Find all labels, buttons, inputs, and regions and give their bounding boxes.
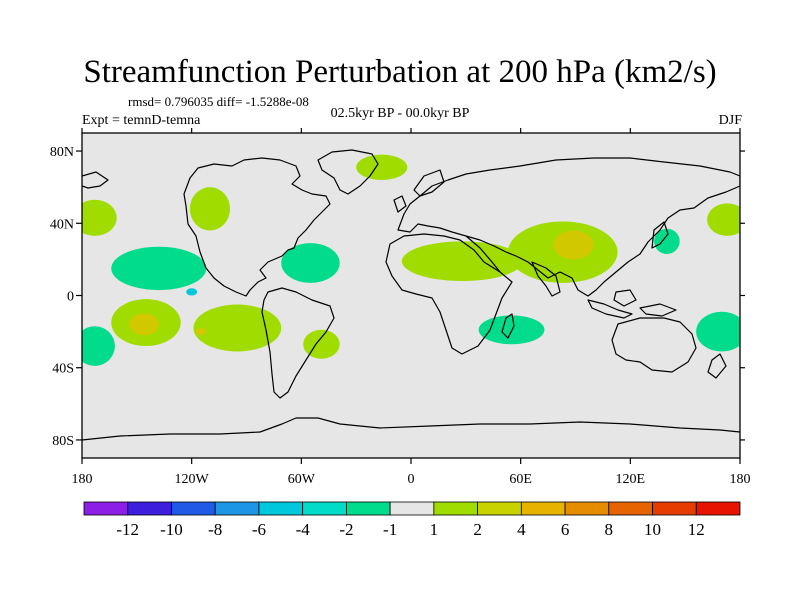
anomaly-tropical-pacific-negative xyxy=(111,246,207,291)
coast-australia xyxy=(611,317,697,373)
coast-africa xyxy=(385,233,513,355)
colorbar-label: -4 xyxy=(296,520,311,539)
coast-antarctica xyxy=(82,417,740,441)
coast-britain xyxy=(393,195,407,213)
colorbar-label: 2 xyxy=(473,520,482,539)
colorbar-swatch xyxy=(345,501,391,516)
anomaly-caribbean-negative xyxy=(281,243,340,283)
colorbar: -12 -10 -8 -6 -4 -2 -1 1 2 4 6 8 10 12 xyxy=(83,501,741,539)
colorbar-label: -10 xyxy=(160,520,183,539)
lat-tick-label: 80S xyxy=(52,434,74,449)
lon-tick-label: 120E xyxy=(616,472,646,487)
season-label: DJF xyxy=(718,113,742,128)
period-label: 02.5kyr BP - 00.0kyr BP xyxy=(330,106,470,121)
coastlines xyxy=(82,149,740,441)
plot-title: Streamfunction Perturbation at 200 hPa (… xyxy=(83,54,717,90)
colorbar-swatch xyxy=(214,501,260,516)
colorbar-swatch xyxy=(302,501,347,516)
anomaly-nw-pacific-negative xyxy=(654,228,680,254)
coast-borneo xyxy=(613,289,637,307)
colorbar-label: 10 xyxy=(644,520,661,539)
lon-tick-label: 180 xyxy=(72,472,93,487)
colorbar-label: 8 xyxy=(605,520,614,539)
coast-madagascar xyxy=(501,313,515,339)
coast-india xyxy=(531,261,561,297)
lat-tick-label: 40S xyxy=(52,362,74,377)
colorbar-label: 12 xyxy=(688,520,705,539)
anomaly-pacific-minimum-core xyxy=(186,288,198,296)
colorbar-swatch xyxy=(83,501,129,516)
coast-eurasia xyxy=(397,157,740,297)
colorbar-swatch xyxy=(520,501,566,516)
colorbar-label: 6 xyxy=(561,520,570,539)
axis-ticks: 180 120W 60W 0 60E 120E 180 80N 40N 0 40S 80S xyxy=(50,128,751,487)
lat-tick-label: 0 xyxy=(67,290,74,305)
lat-tick-label: 40N xyxy=(50,217,74,232)
anomaly-ne-pacific-positive xyxy=(82,199,117,236)
colorbar-swatch xyxy=(695,501,741,516)
anomaly-sw-pacific-negative xyxy=(82,326,115,366)
colorbar-label: -6 xyxy=(252,520,266,539)
anomaly-s-america-positive xyxy=(303,329,340,359)
anomaly-se-pacific-positive xyxy=(193,304,282,352)
coast-new-zealand xyxy=(707,353,727,379)
colorbar-label: 1 xyxy=(430,520,439,539)
anomaly-layer xyxy=(82,154,740,366)
anomaly-w-pacific-negative xyxy=(696,311,740,352)
coast-south-america xyxy=(261,287,335,399)
anomaly-africa-asia-positive xyxy=(401,241,523,282)
anomaly-s-pacific-core xyxy=(129,313,159,336)
colorbar-label: -1 xyxy=(383,520,397,539)
colorbar-swatch xyxy=(433,501,479,516)
lon-tick-label: 180 xyxy=(730,472,751,487)
coast-scandinavia xyxy=(413,169,445,197)
anomaly-n-pacific-positive xyxy=(707,203,740,236)
lon-tick-label: 60W xyxy=(288,472,316,487)
colorbar-label: 4 xyxy=(517,520,526,539)
anomaly-n-america-positive xyxy=(189,187,231,231)
colorbar-swatch xyxy=(477,501,522,516)
coast-greenland xyxy=(317,149,379,195)
coast-north-america xyxy=(183,157,331,297)
experiment-label: Expt = temnD-temna xyxy=(82,113,201,128)
lat-tick-label: 80N xyxy=(50,145,74,160)
colorbar-swatch xyxy=(258,501,304,516)
colorbar-swatch xyxy=(127,501,172,516)
colorbar-label: -8 xyxy=(208,520,222,539)
anomaly-tibet-core xyxy=(553,230,594,260)
anomaly-n-atlantic-positive xyxy=(356,154,408,180)
coast-arabia xyxy=(465,235,501,273)
colorbar-swatch xyxy=(389,501,435,516)
colorbar-swatch xyxy=(652,501,697,516)
coast-indonesia xyxy=(587,299,633,319)
colorbar-swatch xyxy=(608,501,653,516)
plot-background xyxy=(82,133,740,458)
lon-tick-label: 60E xyxy=(509,472,532,487)
coast-alaska-west xyxy=(82,171,109,189)
coast-new-guinea xyxy=(639,303,677,317)
colorbar-swatch xyxy=(171,501,216,516)
coast-japan xyxy=(651,221,669,249)
stats-text: rmsd= 0.796035 diff= -1.5288e-08 xyxy=(128,94,309,109)
colorbar-label: -2 xyxy=(339,520,353,539)
colorbar-label: -12 xyxy=(116,520,139,539)
lon-tick-label: 120W xyxy=(175,472,210,487)
colorbar-swatch xyxy=(564,501,610,516)
lon-tick-label: 0 xyxy=(408,472,415,487)
anomaly-se-pacific-core xyxy=(195,328,207,336)
